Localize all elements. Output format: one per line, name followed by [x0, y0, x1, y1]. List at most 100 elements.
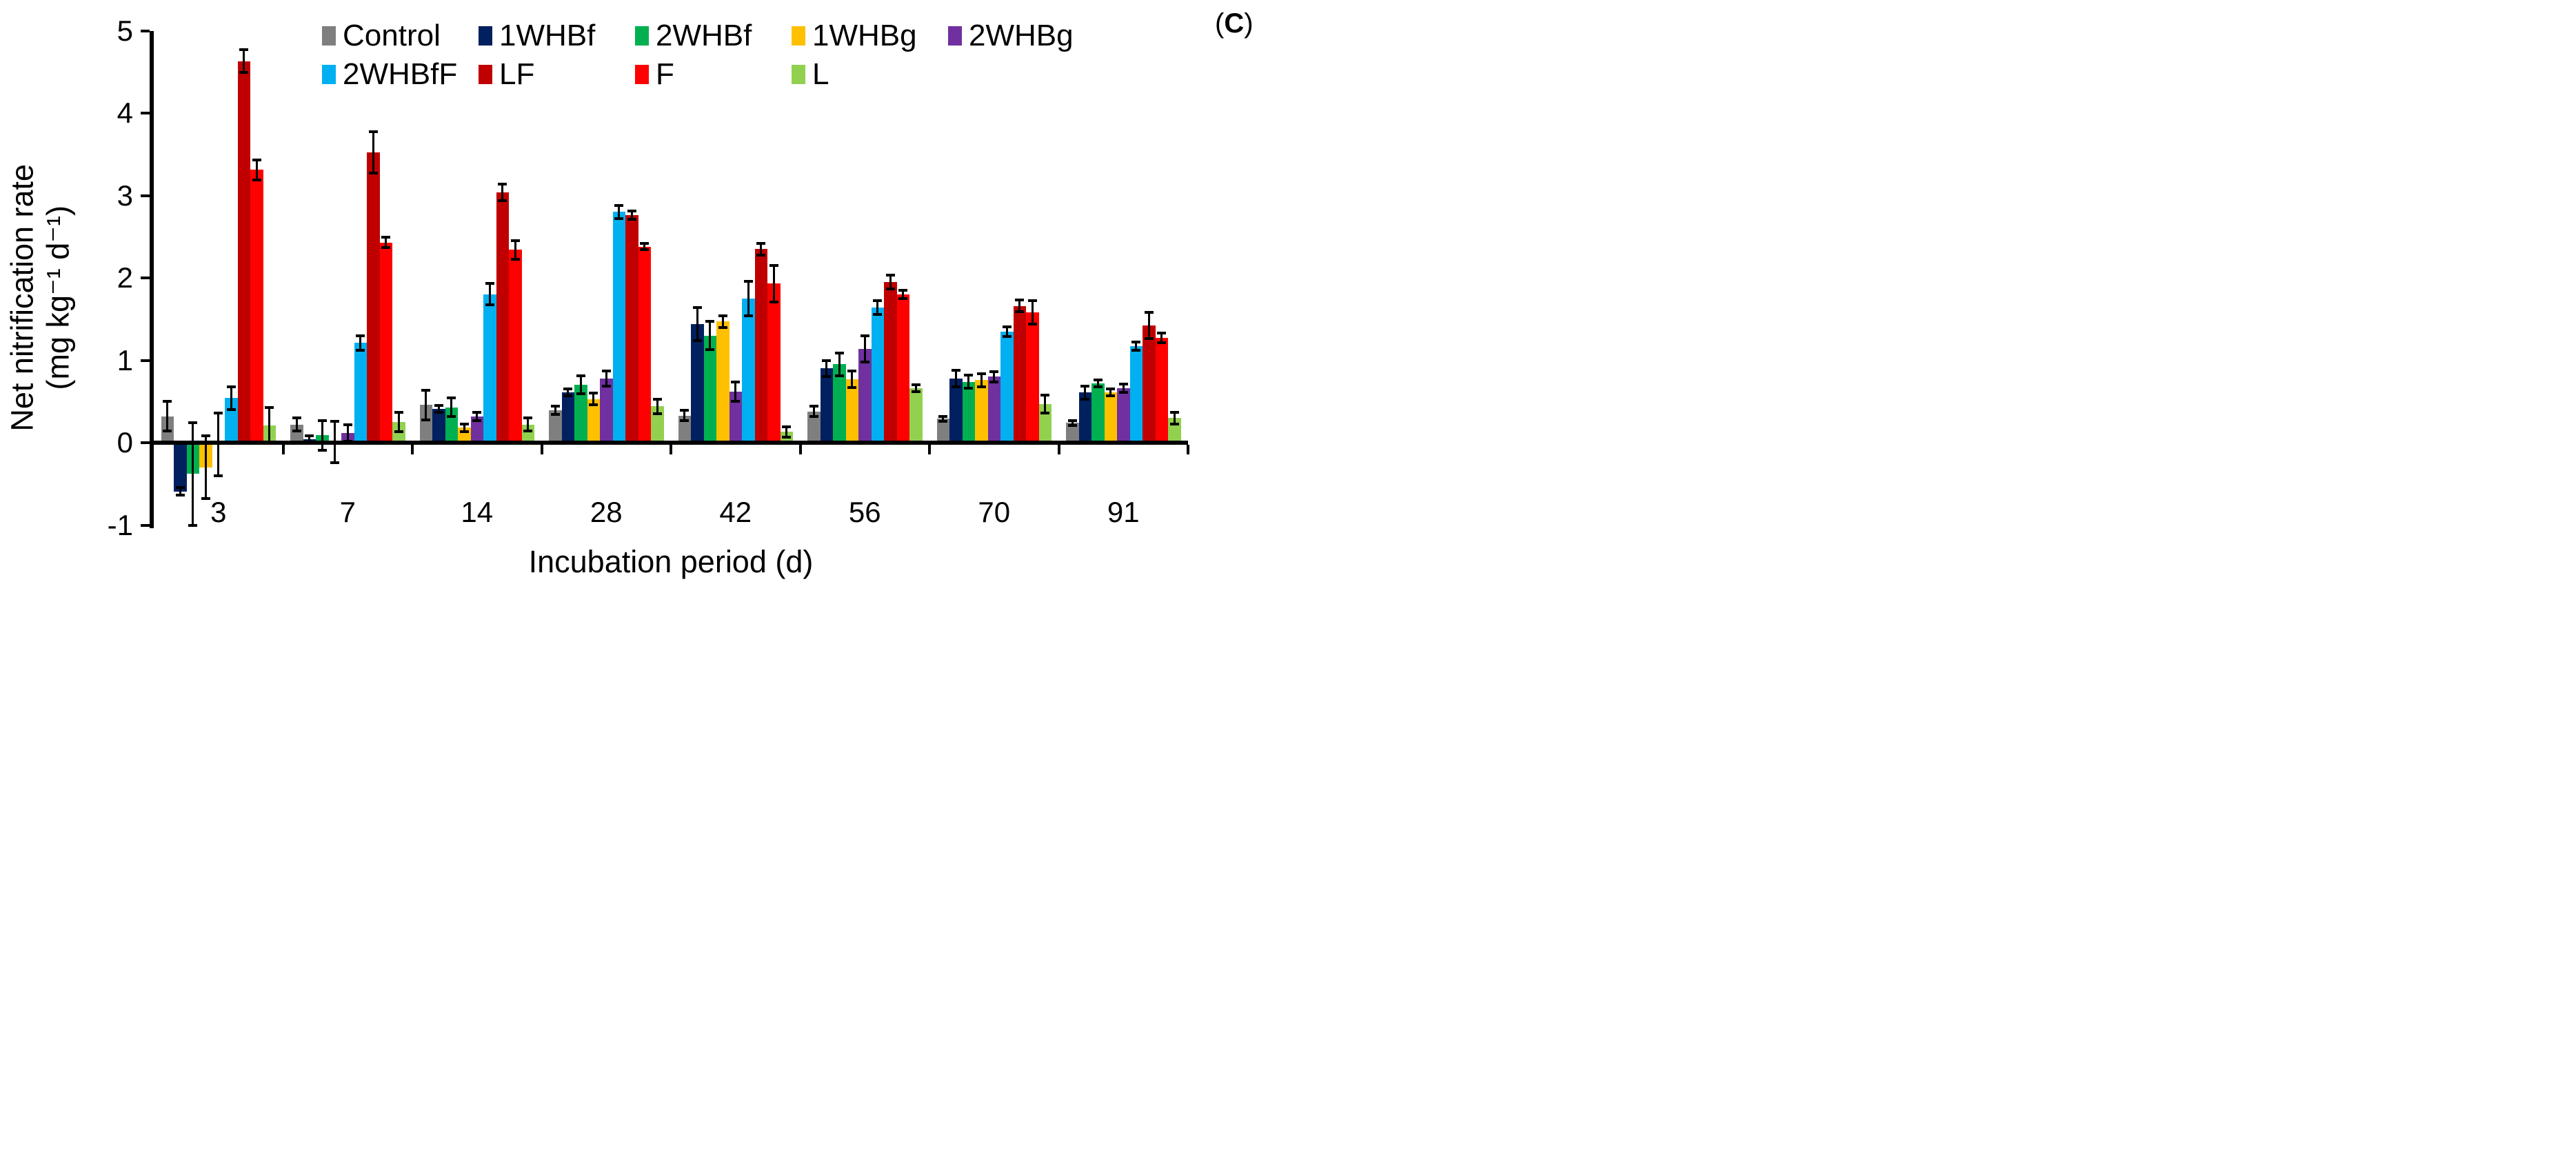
error-bar-cap-bottom [226, 408, 236, 412]
error-bar [450, 398, 453, 416]
bar-LF-day-28 [625, 215, 638, 443]
error-bar [514, 241, 516, 259]
bar-Control-day-7 [290, 424, 303, 443]
error-bar [812, 406, 815, 416]
error-bar-cap-top [381, 236, 391, 239]
error-bar [825, 360, 828, 377]
error-bar-cap-top [1157, 332, 1167, 335]
error-bar-cap-bottom [394, 430, 403, 434]
error-bar [1109, 389, 1112, 396]
error-bar-cap-top [1080, 384, 1090, 388]
bar-L-day-14 [521, 424, 534, 443]
error-bar [359, 335, 362, 351]
y-axis-tick-label: 5 [117, 14, 133, 47]
error-bar-cap-top [175, 485, 185, 489]
error-bar [721, 315, 724, 328]
bar-F-day-28 [638, 246, 651, 443]
error-bar [863, 335, 866, 362]
error-bar [1031, 301, 1034, 324]
error-bar-cap-bottom [563, 394, 573, 397]
error-bar [1147, 312, 1150, 339]
error-bar-cap-bottom [589, 403, 598, 407]
error-bar-cap-bottom [743, 314, 753, 317]
y-axis-tick [141, 277, 150, 279]
error-bar-cap-bottom [692, 339, 702, 342]
bar-F-day-42 [767, 283, 781, 443]
error-bar-cap-top [576, 374, 585, 378]
bar-2WHBg-day-91 [1117, 388, 1130, 443]
error-bar-cap-bottom [847, 385, 857, 389]
x-axis-tick [281, 445, 285, 454]
error-bar-cap-top [317, 419, 327, 422]
error-bar-cap-top [938, 414, 948, 418]
error-bar-cap-bottom [201, 497, 210, 501]
error-bar [683, 410, 686, 421]
error-bar [385, 237, 388, 248]
error-bar-cap-top [356, 334, 365, 337]
error-bar-cap-bottom [1169, 422, 1179, 425]
legend-swatch-icon [322, 26, 336, 46]
error-bar-cap-top [822, 359, 832, 362]
error-bar-cap-bottom [911, 390, 920, 393]
y-axis-tick [141, 523, 150, 527]
error-bar [1071, 420, 1074, 425]
error-bar-cap-bottom [510, 257, 520, 261]
bar-1WHBf-day-42 [691, 323, 704, 443]
error-bar-cap-top [1027, 299, 1037, 303]
error-bar [1005, 326, 1008, 337]
error-bar [1160, 333, 1163, 343]
error-bar-cap-bottom [976, 385, 986, 388]
y-axis-tick [141, 29, 150, 32]
legend-swatch-icon [479, 65, 492, 84]
bar-1WHBf-day-14 [432, 409, 445, 443]
error-bar-cap-bottom [652, 412, 662, 416]
error-bar-cap-top [394, 410, 403, 414]
error-bar [1084, 385, 1087, 399]
bar-L-day-28 [651, 406, 664, 443]
error-bar-cap-top [163, 400, 172, 403]
error-bar-cap-top [885, 274, 895, 277]
x-axis-category-label: 3 [210, 496, 227, 528]
legend-label: 1WHBf [499, 19, 596, 52]
bar-Control-day-42 [678, 415, 691, 443]
error-bar [772, 265, 775, 302]
legend-label: 2WHBg [969, 19, 1074, 52]
panel-label: (C) [1215, 8, 1254, 39]
error-bar-cap-top [731, 380, 741, 383]
error-bar-cap-top [214, 411, 223, 414]
error-bar [268, 407, 271, 444]
error-bar-cap-top [265, 405, 274, 409]
error-bar [476, 412, 479, 421]
legend-swatch-icon [948, 26, 962, 46]
error-bar [1096, 380, 1099, 387]
error-bar-cap-top [1169, 410, 1179, 414]
error-bar [346, 424, 349, 441]
error-bar-cap-top [951, 368, 960, 372]
bar-2WHBfF-day-28 [612, 212, 625, 443]
error-bar-cap-bottom [485, 303, 494, 307]
bar-1WHBf-day-70 [949, 378, 963, 443]
legend-label: Control [343, 19, 441, 52]
legend-label: 2WHBf [656, 19, 752, 52]
error-bar-cap-top [989, 370, 999, 374]
x-axis-category-label: 42 [719, 496, 752, 528]
error-bar-cap-bottom [627, 218, 636, 221]
bar-LF-day-14 [496, 192, 509, 443]
error-bar-cap-top [498, 182, 507, 185]
error-bar [1044, 394, 1047, 413]
error-bar-cap-top [1118, 383, 1128, 386]
bar-2WHBg-day-56 [858, 348, 872, 443]
error-bar-cap-bottom [421, 418, 431, 421]
x-axis-tick [540, 445, 543, 454]
bar-F-day-56 [896, 294, 909, 443]
legend-label: 1WHBg [812, 19, 917, 52]
legend-item-2WHBg: 2WHBg [948, 21, 1074, 51]
error-bar [760, 243, 763, 255]
bar-F-day-7 [379, 242, 392, 443]
error-bar-cap-bottom [614, 217, 624, 220]
error-bar [501, 183, 504, 201]
y-axis-tick [141, 112, 150, 114]
error-bar [295, 418, 298, 432]
error-bar-cap-bottom [756, 253, 766, 257]
error-bar-cap-bottom [472, 419, 482, 422]
